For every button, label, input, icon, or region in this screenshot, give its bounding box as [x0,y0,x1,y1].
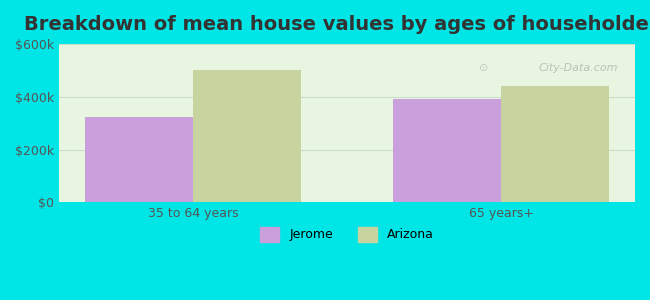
Bar [393,99,501,202]
Text: City-Data.com: City-Data.com [538,63,617,73]
Text: ⊙: ⊙ [479,63,488,73]
Bar [193,70,301,202]
Bar [85,116,193,202]
Title: Breakdown of mean house values by ages of householders: Breakdown of mean house values by ages o… [24,15,650,34]
Bar [501,86,609,202]
Legend: Jerome, Arizona: Jerome, Arizona [255,221,439,247]
